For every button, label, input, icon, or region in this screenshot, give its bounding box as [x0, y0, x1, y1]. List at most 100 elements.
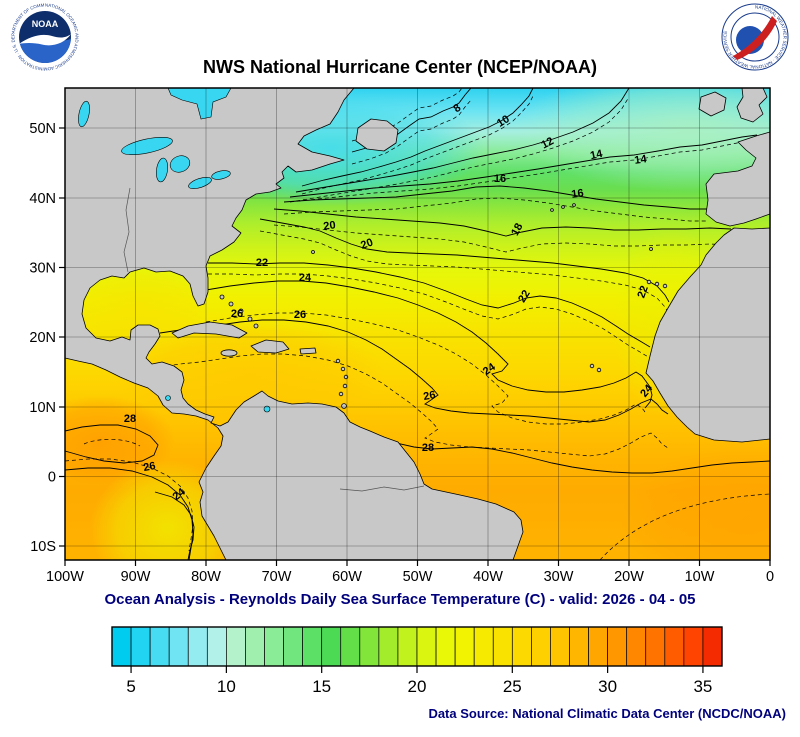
jamaica-island	[220, 349, 238, 357]
lat-tick-label: 10N	[29, 400, 56, 416]
colorbar-segment	[473, 626, 494, 667]
nws-red-swoosh-icon	[733, 16, 777, 60]
colorbar-segment	[588, 626, 608, 667]
colorbar-segment	[168, 626, 189, 667]
isotherm-label: 26	[422, 389, 436, 403]
isotherm-label: 22	[635, 284, 650, 300]
lon-tick-label: 30W	[544, 569, 574, 585]
colorbar-segment	[378, 626, 399, 667]
lake-nicaragua	[165, 395, 171, 401]
mild-water-northeast	[515, 88, 770, 192]
lat-tick-label: 30N	[29, 261, 56, 277]
lat-tick-label: 10S	[30, 539, 56, 555]
colorbar-segment	[664, 626, 685, 667]
lon-tick-label: 70W	[262, 569, 292, 585]
lat-tick-label: 20N	[29, 330, 56, 346]
cape-verde-islands	[589, 363, 602, 373]
isotherm-label: 14	[589, 148, 604, 162]
lon-tick-label: 100W	[46, 569, 84, 585]
colorbar-tick-label: 30	[598, 677, 617, 696]
nws-logo: NATIONAL WEATHER SERVICE · NATIONAL WEAT…	[721, 3, 789, 71]
cuba-island	[171, 321, 248, 339]
lake-superior	[121, 136, 173, 156]
colorbar-segment	[283, 626, 303, 667]
colorbar-segment	[511, 626, 532, 667]
azores-islands	[550, 203, 576, 212]
isotherm-label: 12	[539, 135, 555, 151]
africa-landmass	[645, 227, 770, 443]
bahamas-islands	[219, 294, 259, 329]
isotherm-label: 28	[124, 413, 136, 425]
gulf-of-mexico-warm	[70, 265, 210, 345]
colorbar-segment	[569, 626, 589, 667]
lon-tick-label: 20W	[614, 569, 644, 585]
isotherm-label: 26	[294, 309, 306, 321]
colorbar-segment	[416, 626, 437, 667]
colorbar-tick-label: 10	[217, 677, 236, 696]
colorbar-segment	[683, 626, 704, 667]
colorbar-segment	[264, 626, 284, 667]
lon-tick-label: 90W	[121, 569, 151, 585]
isotherm-label: 14	[634, 153, 649, 167]
lake-winnipeg	[78, 100, 90, 128]
isotherms-solid	[65, 88, 770, 560]
gulf-of-guinea-warm	[620, 445, 770, 560]
isotherm-label: 20	[359, 236, 375, 251]
colorbar-segment	[149, 626, 170, 667]
newfoundland-island	[355, 118, 399, 152]
colorbar-segment	[435, 626, 456, 667]
colorbar-segment	[187, 626, 208, 667]
isotherm-label: 16	[494, 173, 506, 185]
colorbar-segment	[607, 626, 628, 667]
noaa-logo-label: NOAA	[32, 19, 59, 29]
madeira-island	[649, 247, 653, 251]
lat-tick-label: 0	[48, 470, 56, 486]
lat-tick-label: 50N	[29, 121, 56, 137]
colorbar-tick-label: 15	[312, 677, 331, 696]
bermuda-island	[311, 250, 315, 254]
colorbar-segment	[702, 626, 723, 667]
colorbar-segment	[206, 626, 227, 667]
americas-landmass	[65, 88, 524, 560]
lake-michigan	[156, 157, 168, 183]
land-layer	[65, 88, 770, 560]
colorbar-segment	[111, 626, 132, 667]
lake-ontario	[211, 170, 231, 180]
lakes-layer	[78, 88, 271, 413]
isotherm-label: 18	[509, 221, 525, 237]
isotherms-dashed	[65, 88, 770, 560]
colorbar-segment	[645, 626, 666, 667]
isotherm-label: 8	[451, 102, 463, 115]
colorbar-segment	[226, 626, 246, 667]
colorbar-segment	[397, 626, 418, 667]
lon-tick-label: 50W	[403, 569, 433, 585]
lon-tick-label: 0	[766, 569, 774, 585]
colorbar-segment	[321, 626, 342, 667]
isotherm-label: 26	[231, 308, 243, 320]
colorbar-segment	[302, 626, 323, 667]
colorbar-segment	[626, 626, 647, 667]
temperature-colorbar: 5 10 15 20 25 30 35	[111, 626, 723, 696]
page-title: NWS National Hurricane Center (NCEP/NOAA…	[202, 57, 598, 77]
canary-islands	[646, 279, 668, 289]
axis-ticks	[59, 127, 771, 566]
isotherm-label: 22	[256, 257, 268, 269]
colorbar-segment	[130, 626, 151, 667]
colorbar-segment	[492, 626, 513, 667]
lat-tick-label: 40N	[29, 191, 56, 207]
rivers-layer	[123, 187, 425, 492]
isotherm-label: 16	[571, 187, 585, 201]
puerto-rico-island	[299, 347, 317, 355]
isotherm-label: 22	[516, 288, 533, 305]
colorbar-segment	[531, 626, 551, 667]
colorbar-segment	[454, 626, 475, 667]
isotherm-label: 26	[142, 460, 156, 474]
amazon-river	[339, 485, 425, 492]
isotherm-label: 28	[422, 442, 434, 454]
hispaniola-island	[250, 339, 290, 354]
colorbar-tick-label: 25	[503, 677, 522, 696]
isotherm-label: 20	[323, 219, 337, 233]
isotherm-label: 10	[495, 113, 512, 130]
